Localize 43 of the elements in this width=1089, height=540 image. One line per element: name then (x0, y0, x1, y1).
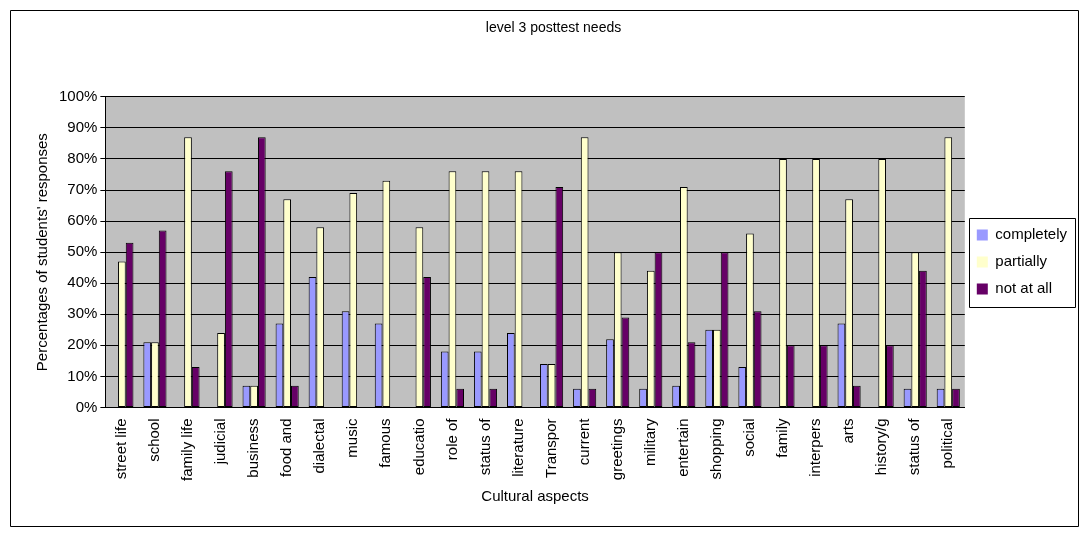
y-tick-label: 90% (67, 118, 98, 136)
x-tick-label: literature (508, 418, 526, 477)
chart-title: level 3 posttest needs (485, 19, 622, 36)
x-tick-label: military (640, 417, 658, 466)
y-tick-label: 80% (67, 149, 98, 167)
x-tick-label: status of (905, 417, 923, 476)
x-tick-label: current (574, 417, 592, 466)
x-tick-label: dialectal (310, 418, 328, 474)
y-tick-label: 60% (67, 211, 98, 229)
legend-label: partially (995, 252, 1048, 270)
x-tick-label: shopping (707, 418, 725, 480)
x-tick-label: family life (178, 418, 196, 481)
y-tick-label: 40% (67, 273, 98, 291)
x-tick-label: business (244, 418, 262, 478)
y-tick-label: 100% (58, 86, 98, 104)
x-tick-label: food and (277, 418, 295, 477)
x-tick-label: Transpor (541, 418, 559, 478)
x-tick-label: educatio (409, 418, 427, 476)
x-tick-label: music (343, 417, 361, 458)
y-axis-title: Percentages of students' responses (33, 133, 51, 372)
x-tick-label: greetings (607, 418, 625, 481)
x-tick-label: street life (112, 418, 130, 480)
x-tick-label: interpers (806, 418, 824, 477)
x-tick-label: political (938, 418, 956, 469)
x-tick-label: role of (442, 417, 460, 461)
x-tick-label: social (740, 418, 758, 457)
y-tick-label: 30% (67, 304, 98, 322)
x-tick-label: arts (839, 418, 857, 444)
legend-label: completely (995, 225, 1068, 243)
x-tick-label: family (773, 417, 791, 458)
x-tick-label: famous (376, 418, 394, 468)
y-tick-label: 0% (75, 397, 98, 415)
y-tick-label: 70% (67, 180, 98, 198)
legend-label: not at all (995, 279, 1053, 297)
y-tick-label: 50% (67, 242, 98, 260)
x-tick-label: entertain (673, 418, 691, 477)
x-tick-label: school (145, 418, 163, 462)
x-tick-label: status of (475, 417, 493, 476)
y-tick-label: 20% (67, 335, 98, 353)
x-tick-label: judicial (211, 418, 229, 466)
x-axis-title: Cultural aspects (481, 487, 589, 505)
y-tick-label: 10% (67, 366, 98, 384)
x-tick-label: history/g (872, 418, 890, 476)
